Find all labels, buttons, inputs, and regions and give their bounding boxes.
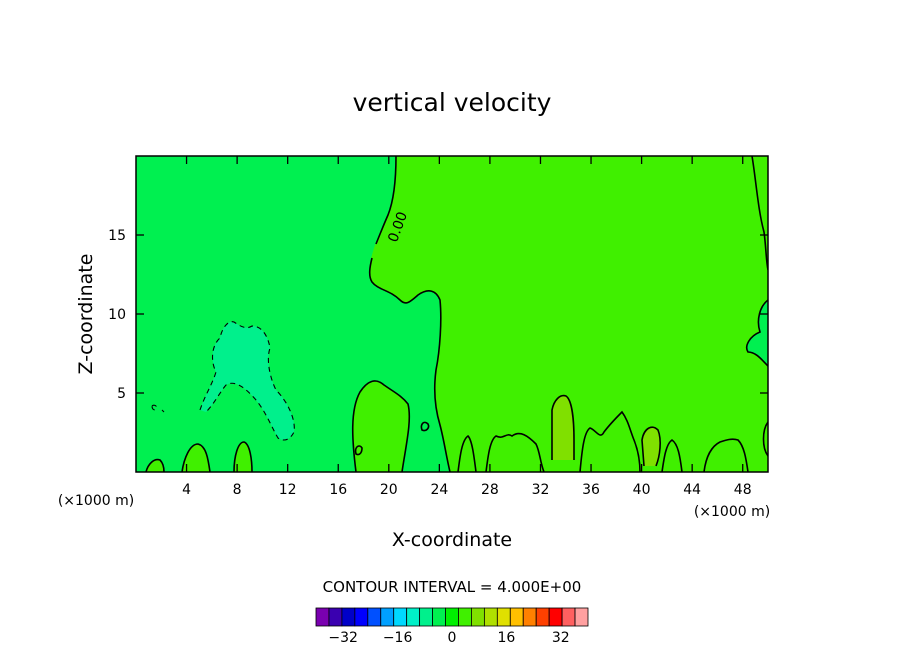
negative-velocity-pocket <box>746 300 768 366</box>
colorbar-swatch <box>522 607 537 627</box>
colorbar-swatch <box>341 607 356 627</box>
colorbar-swatch <box>574 607 589 627</box>
colorbar-label: −32 <box>328 630 358 646</box>
x-unit-right: (×1000 m) <box>694 504 770 520</box>
colorbar-swatch <box>548 607 563 627</box>
colorbar-swatch <box>406 607 421 627</box>
x-unit-left: (×1000 m) <box>58 493 134 509</box>
colorbar-swatch <box>561 607 576 627</box>
colorbar-swatch <box>496 607 511 627</box>
x-tick-label: 24 <box>430 482 448 498</box>
chart-title: vertical velocity <box>353 88 552 117</box>
x-tick-label: 12 <box>279 482 297 498</box>
colorbar-swatch <box>419 607 433 627</box>
contour-interval-text: CONTOUR INTERVAL = 4.000E+00 <box>323 578 582 596</box>
colorbar-labels: −32 −16 0 16 32 <box>328 630 569 646</box>
x-tick-label: 48 <box>734 482 752 498</box>
x-tick-label: 4 <box>182 482 191 498</box>
positive-velocity-cell <box>592 447 605 464</box>
colorbar-label: −16 <box>383 630 413 646</box>
x-tick-label: 16 <box>329 482 347 498</box>
colorbar-swatch <box>509 607 524 627</box>
negative-contour-lines <box>151 321 295 441</box>
y-tick-label: 5 <box>117 386 126 402</box>
y-tick-label: 10 <box>108 307 126 323</box>
y-axis-label: Z-coordinate <box>75 254 97 375</box>
colorbar-swatch <box>535 607 550 627</box>
positive-velocity-region <box>369 156 768 472</box>
negative-velocity-pocket <box>200 321 295 440</box>
x-tick-label: 40 <box>633 482 651 498</box>
y-tick-label: 15 <box>108 228 126 244</box>
colorbar-swatch <box>315 607 330 627</box>
colorbar-swatch <box>432 607 446 627</box>
x-axis-ticks: 4 8 12 16 20 24 28 32 36 40 44 48 <box>182 156 752 498</box>
positive-bump <box>234 442 252 472</box>
colorbar-swatch <box>380 607 395 627</box>
zero-contour-lines <box>145 156 768 472</box>
colorbar-label: 16 <box>497 630 515 646</box>
x-tick-label: 20 <box>380 482 398 498</box>
colorbar-swatch <box>354 607 369 627</box>
x-tick-label: 36 <box>582 482 600 498</box>
colorbar-label: 32 <box>552 630 570 646</box>
plot-area <box>136 156 768 472</box>
colorbar-swatch <box>328 607 343 627</box>
x-tick-label: 8 <box>233 482 242 498</box>
x-tick-label: 32 <box>532 482 550 498</box>
colorbar-swatch <box>458 607 472 627</box>
x-axis-label: X-coordinate <box>392 529 512 551</box>
colorbar-swatch <box>445 607 459 627</box>
positive-velocity-cell <box>642 427 661 466</box>
colorbar-label: 0 <box>448 630 457 646</box>
colorbar-swatch <box>471 607 485 627</box>
colorbar-swatch <box>483 607 498 627</box>
x-tick-label: 44 <box>683 482 701 498</box>
colorbar <box>315 607 589 627</box>
positive-velocity-cell <box>458 434 472 472</box>
positive-velocity-cell <box>552 395 574 460</box>
colorbar-swatch <box>393 607 408 627</box>
colorbar-swatch <box>367 607 382 627</box>
x-tick-label: 28 <box>481 482 499 498</box>
positive-bump <box>146 459 164 472</box>
positive-velocity-cell <box>488 449 499 466</box>
y-axis-ticks: 5 10 15 <box>108 228 768 402</box>
positive-bump <box>352 380 410 472</box>
